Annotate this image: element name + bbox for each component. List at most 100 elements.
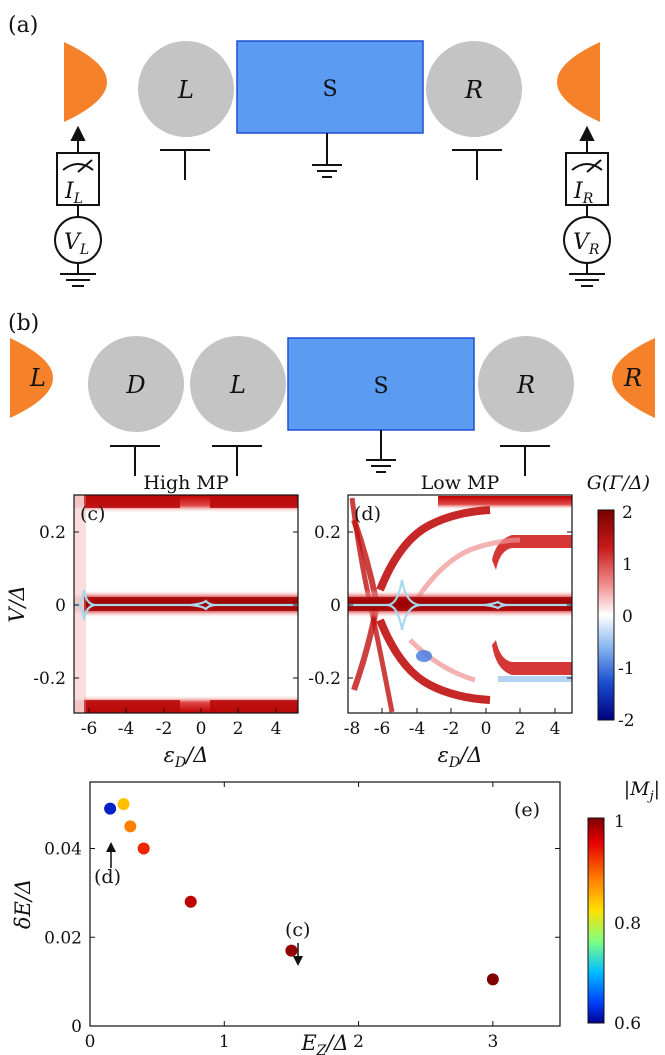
dot-b-left-label: L xyxy=(229,371,246,399)
scatter-point-6 xyxy=(486,973,499,986)
ytick-d-0: 0.2 xyxy=(314,523,341,543)
xtick-e-3: 3 xyxy=(487,1032,498,1052)
heatmap-d xyxy=(348,495,572,713)
panel-e-points xyxy=(104,798,499,986)
dot-right xyxy=(426,41,522,137)
superconductor xyxy=(236,40,424,134)
panel-c-ylabel: V/Δ xyxy=(5,585,29,622)
panel-d-title: Low MP xyxy=(421,472,500,494)
superconductor-b-label: S xyxy=(373,374,388,399)
gates-b xyxy=(110,430,550,476)
xtick-d-3: -2 xyxy=(443,719,460,739)
scatter-point-1 xyxy=(117,798,130,811)
dot-left xyxy=(138,41,234,137)
ytick-e-0: 0.04 xyxy=(44,840,82,860)
scatter-point-2 xyxy=(124,820,137,833)
meter-left-label: IL xyxy=(64,179,83,207)
panel-c-yticks xyxy=(74,531,298,679)
dot-right-label: R xyxy=(464,76,483,104)
scatter-point-3 xyxy=(137,842,150,855)
panel-a-label: (a) xyxy=(8,13,38,38)
heatmap-c xyxy=(74,495,298,713)
panel-c-xticks xyxy=(88,708,277,713)
colorbar-m: |Mj| 1 0.8 0.6 xyxy=(587,778,660,1034)
panel-d-xticks xyxy=(347,708,556,713)
panel-d-yticks xyxy=(348,531,572,679)
panel-e-label: (e) xyxy=(514,799,540,821)
dot-b-right xyxy=(478,336,574,432)
dot-b-d-label: D xyxy=(125,371,145,399)
ytick-d-1: 0 xyxy=(330,596,341,616)
lead-left xyxy=(64,42,107,122)
ytick-c-0: 0.2 xyxy=(39,523,66,543)
xtick-d-2: -4 xyxy=(409,719,426,739)
xtick-d-5: 2 xyxy=(515,719,526,739)
panel-c-label: (c) xyxy=(80,503,105,525)
cbar-g-tick-4: -2 xyxy=(618,711,635,731)
scatter-point-0 xyxy=(104,802,117,815)
panel-c: High MP (c) 0.2 0 -0.2 V/Δ xyxy=(5,472,299,771)
xtick-d-4: 0 xyxy=(481,719,492,739)
panel-e-xlabel: EZ/Δ xyxy=(300,1031,348,1055)
ytick-c-2: -0.2 xyxy=(33,669,66,689)
circuit-right xyxy=(563,125,611,287)
source-right-label: VR xyxy=(573,230,600,258)
panel-e-frame xyxy=(89,781,561,1027)
xtick-e-0: 0 xyxy=(85,1032,96,1052)
dot-b-right-label: R xyxy=(516,371,535,399)
ytick-e-2: 0 xyxy=(71,1017,82,1037)
panel-d-label: (d) xyxy=(354,503,381,525)
cbar-m-tick-1: 0.8 xyxy=(614,914,641,934)
panel-d-xlabel: εD/Δ xyxy=(438,743,483,771)
ytick-c-1: 0 xyxy=(55,596,66,616)
cbar-m-tick-2: 0.6 xyxy=(614,1014,641,1034)
cbar-g-tick-2: 0 xyxy=(622,607,633,627)
panel-c-xlabel: εD/Δ xyxy=(164,743,209,771)
dot-b-left xyxy=(190,336,286,432)
cbar-m-tick-0: 1 xyxy=(614,812,625,832)
xtick-d-6: 4 xyxy=(550,719,561,739)
panel-e-ylabel: δE/Δ xyxy=(11,879,35,929)
lead-right xyxy=(557,42,600,122)
arrow-c-head xyxy=(293,956,303,966)
xtick-d-1: -6 xyxy=(374,719,391,739)
colorbar-g-title: G(Γ/Δ) xyxy=(587,472,650,494)
lead-b-right-label: R xyxy=(623,364,642,392)
panel-d: Low MP (d) xyxy=(308,472,573,771)
xtick-e-1: 1 xyxy=(219,1032,230,1052)
annotation-c: (c) xyxy=(285,919,310,941)
cbar-g-tick-0: 2 xyxy=(622,503,633,523)
panel-a: (a) L R S IL VL xyxy=(8,13,611,287)
xtick-c-5: 4 xyxy=(271,719,282,739)
lead-b-right xyxy=(612,338,655,418)
panel-e: (e) 0 1 2 3 0.04 0.02 0 δE/Δ EZ/Δ (d) (c) xyxy=(11,781,561,1055)
source-left-label: VL xyxy=(64,230,89,258)
panel-b-label: (b) xyxy=(8,311,39,336)
dot-b-d xyxy=(88,336,184,432)
lead-b-left xyxy=(10,338,53,418)
gates-a xyxy=(160,133,502,180)
xtick-c-4: 2 xyxy=(233,719,244,739)
scatter-point-4 xyxy=(184,895,197,908)
lead-b-left-label: L xyxy=(29,364,46,392)
ytick-e-1: 0.02 xyxy=(44,928,82,948)
ytick-d-2: -0.2 xyxy=(308,669,341,689)
xtick-e-2: 2 xyxy=(353,1032,364,1052)
xtick-c-1: -4 xyxy=(118,719,135,739)
panel-e-axes: 0 1 2 3 0.04 0.02 0 xyxy=(44,782,560,1052)
superconductor-b xyxy=(287,337,475,431)
xtick-c-0: -6 xyxy=(81,719,98,739)
meter-right-label: IR xyxy=(573,179,594,207)
dot-left-label: L xyxy=(177,76,194,104)
xtick-d-0: -8 xyxy=(344,719,361,739)
scatter-point-5 xyxy=(285,944,298,957)
colorbar-m-title: |Mj| xyxy=(624,778,660,804)
cbar-g-tick-3: -1 xyxy=(618,659,635,679)
xtick-c-3: 0 xyxy=(196,719,207,739)
panel-b: (b) L R D L S R xyxy=(8,311,655,476)
superconductor-label: S xyxy=(322,77,337,102)
colorbar-g: G(Γ/Δ) 2 1 0 -1 -2 xyxy=(587,472,650,731)
panel-c-title: High MP xyxy=(143,472,229,494)
